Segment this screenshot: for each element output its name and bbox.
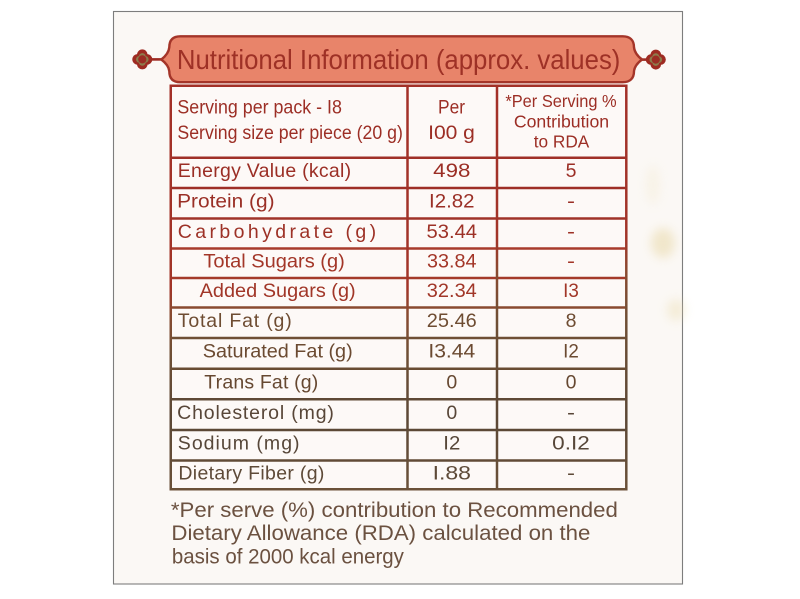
svg-text:Dietary Allowance (RDA) calcul: Dietary Allowance (RDA) calculated on th… xyxy=(171,521,590,545)
svg-text:Protein (g): Protein (g) xyxy=(177,191,274,213)
svg-text:Serving per pack - I8: Serving per pack - I8 xyxy=(177,97,342,119)
svg-text:Contribution: Contribution xyxy=(514,111,609,131)
svg-text:8: 8 xyxy=(566,310,577,332)
svg-text:I2: I2 xyxy=(443,433,460,455)
svg-text:Added Sugars (g): Added Sugars (g) xyxy=(200,280,356,302)
svg-text:I3: I3 xyxy=(563,280,579,302)
svg-text:-: - xyxy=(567,463,575,485)
svg-text:Cholesterol (mg): Cholesterol (mg) xyxy=(177,402,334,424)
svg-text:I2.82: I2.82 xyxy=(429,191,475,213)
svg-text:0.I2: 0.I2 xyxy=(552,433,590,455)
svg-text:0: 0 xyxy=(446,402,457,424)
svg-text:Carbohydrate (g): Carbohydrate (g) xyxy=(178,221,376,243)
svg-text:498: 498 xyxy=(433,160,470,182)
svg-text:Trans Fat (g): Trans Fat (g) xyxy=(204,371,318,393)
svg-text:basis of 2000 kcal energy: basis of 2000 kcal energy xyxy=(172,545,404,569)
svg-text:*Per serve (%) contribution to: *Per serve (%) contribution to Recommend… xyxy=(171,498,618,522)
svg-text:Per: Per xyxy=(438,97,465,119)
svg-text:I2: I2 xyxy=(563,341,579,363)
svg-text:Serving size per piece (20 g): Serving size per piece (20 g) xyxy=(177,122,403,144)
svg-text:I.88: I.88 xyxy=(433,463,471,485)
svg-text:-: - xyxy=(567,251,575,273)
svg-text:5: 5 xyxy=(566,160,577,182)
svg-text:32.34: 32.34 xyxy=(427,280,477,302)
svg-text:Total Fat (g): Total Fat (g) xyxy=(178,310,292,332)
svg-text:-: - xyxy=(567,221,575,243)
svg-text:Dietary Fiber (g): Dietary Fiber (g) xyxy=(178,463,324,485)
svg-text:0: 0 xyxy=(446,371,457,393)
svg-text:to RDA: to RDA xyxy=(534,132,590,152)
svg-text:I00 g: I00 g xyxy=(428,122,475,144)
svg-text:I3.44: I3.44 xyxy=(428,341,475,363)
svg-text:0: 0 xyxy=(566,371,577,393)
svg-text:Nutritional Information (appro: Nutritional Information (approx. values) xyxy=(177,44,621,75)
svg-text:53.44: 53.44 xyxy=(427,221,478,243)
svg-text:-: - xyxy=(567,191,575,213)
svg-text:25.46: 25.46 xyxy=(427,310,477,332)
svg-text:33.84: 33.84 xyxy=(427,251,477,273)
svg-text:-: - xyxy=(567,402,575,424)
svg-text:Sodium (mg): Sodium (mg) xyxy=(178,433,300,455)
svg-text:Saturated Fat (g): Saturated Fat (g) xyxy=(203,341,353,363)
svg-text:Energy Value (kcal): Energy Value (kcal) xyxy=(178,160,351,182)
svg-text:*Per Serving %: *Per Serving % xyxy=(505,91,616,111)
svg-text:Total Sugars (g): Total Sugars (g) xyxy=(203,251,344,273)
